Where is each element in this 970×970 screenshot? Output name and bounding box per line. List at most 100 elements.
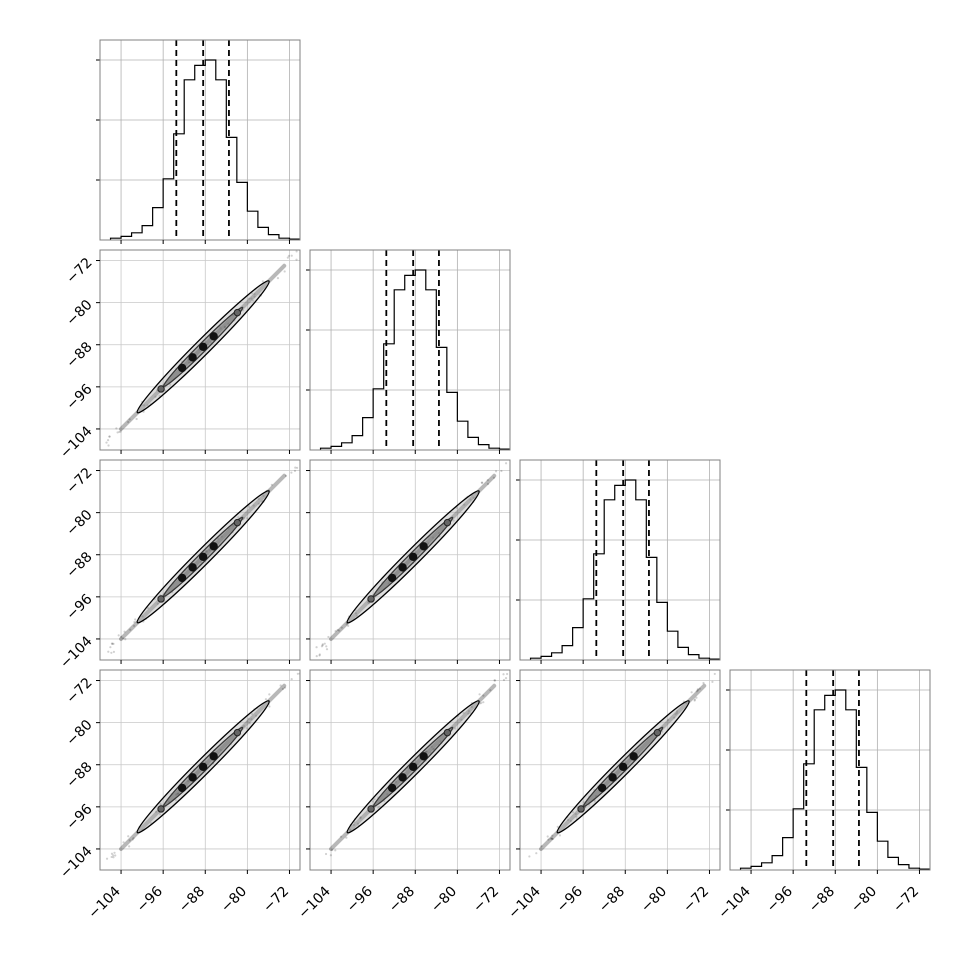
sample-point [106,439,110,442]
sample-point [112,642,115,646]
sample-point [122,841,125,844]
sample-point [315,646,318,649]
sample-point [324,852,328,856]
sample-point [550,837,554,840]
sample-point [439,740,442,743]
sample-point [248,297,251,300]
density-core [188,773,197,782]
x-tick-label: −104 [295,883,334,922]
sample-point [110,855,113,859]
density-core [233,728,242,737]
sample-point [219,748,222,752]
sample-point [250,712,254,715]
sample-point [127,835,130,838]
sample-point [486,479,489,482]
x-tick-label: −72 [470,884,502,916]
joint-content [315,462,508,658]
sample-point [223,326,226,329]
sample-point [371,800,374,803]
sample-point [321,643,324,646]
sample-point [359,816,362,819]
sample-point [480,701,483,705]
sample-point [283,270,286,273]
sample-point [425,750,428,753]
density-core [198,552,208,562]
sample-point [327,635,330,639]
x-tick-label: −96 [344,883,376,915]
sample-point [220,535,223,538]
density-core [188,353,197,362]
sample-point [243,516,246,520]
joint-panel: −104 −96 −88 −80 −72 [295,669,511,922]
sample-point [478,693,481,696]
x-tick-label: −96 [554,883,586,915]
panel-frame [309,249,511,451]
x-tick-label: −80 [218,884,250,916]
y-tick-label: −80 [63,507,95,539]
sample-point [339,835,343,838]
x-tick-label: −80 [638,884,670,916]
sample-point [167,800,171,803]
sample-point [189,361,192,364]
sample-point [295,258,298,261]
sample-point [177,792,180,795]
sample-point [113,851,116,854]
sample-point [462,711,465,715]
sample-point [248,505,251,509]
x-tick-label: −80 [428,884,460,916]
sample-point [593,800,596,803]
sample-point [257,497,260,500]
density-core [177,573,187,583]
sample-point [673,716,676,719]
sample-point [348,828,352,831]
sample-point [134,618,137,621]
sample-point [187,779,190,783]
x-tick-label: −96 [764,883,796,915]
sample-point [237,516,240,519]
density-core [608,773,617,782]
sample-point [386,793,389,796]
sample-point [127,420,130,424]
sample-point [376,806,380,809]
sample-point [373,798,376,801]
sample-point [345,836,348,839]
sample-point [571,811,575,814]
joint-panel: −104 −96 −88 −80 −72 [505,669,721,922]
sample-point [472,496,475,499]
histogram-panel [96,39,301,244]
sample-point [223,325,226,328]
sample-point [569,819,572,823]
panel-frame [99,39,301,241]
sample-point [276,277,280,280]
sample-point [493,679,497,682]
sample-point [482,701,485,704]
sample-point [107,444,110,447]
sample-point [242,309,245,312]
sample-point [676,710,679,713]
sample-point [141,615,144,618]
density-core [398,773,407,782]
y-tick-label: −80 [63,717,95,749]
sample-point [132,836,135,840]
sample-point [159,803,163,806]
sample-point [200,561,203,564]
sample-point [711,680,714,683]
sample-point [394,780,398,783]
sample-point [549,837,552,840]
y-tick-label: −80 [63,297,95,329]
density-core [618,762,628,772]
sample-point [675,711,678,715]
sample-point [455,506,458,509]
y-tick-label: −72 [63,255,95,287]
sample-point [367,602,371,605]
panel-frame [99,459,301,661]
sample-point [110,651,113,654]
density-core [177,363,187,373]
sample-point [290,471,293,474]
sample-point [347,624,350,627]
panel-frame [309,459,511,661]
sample-point [331,848,334,852]
sample-point [463,503,466,506]
sample-point [685,701,688,705]
sample-point [321,644,324,647]
